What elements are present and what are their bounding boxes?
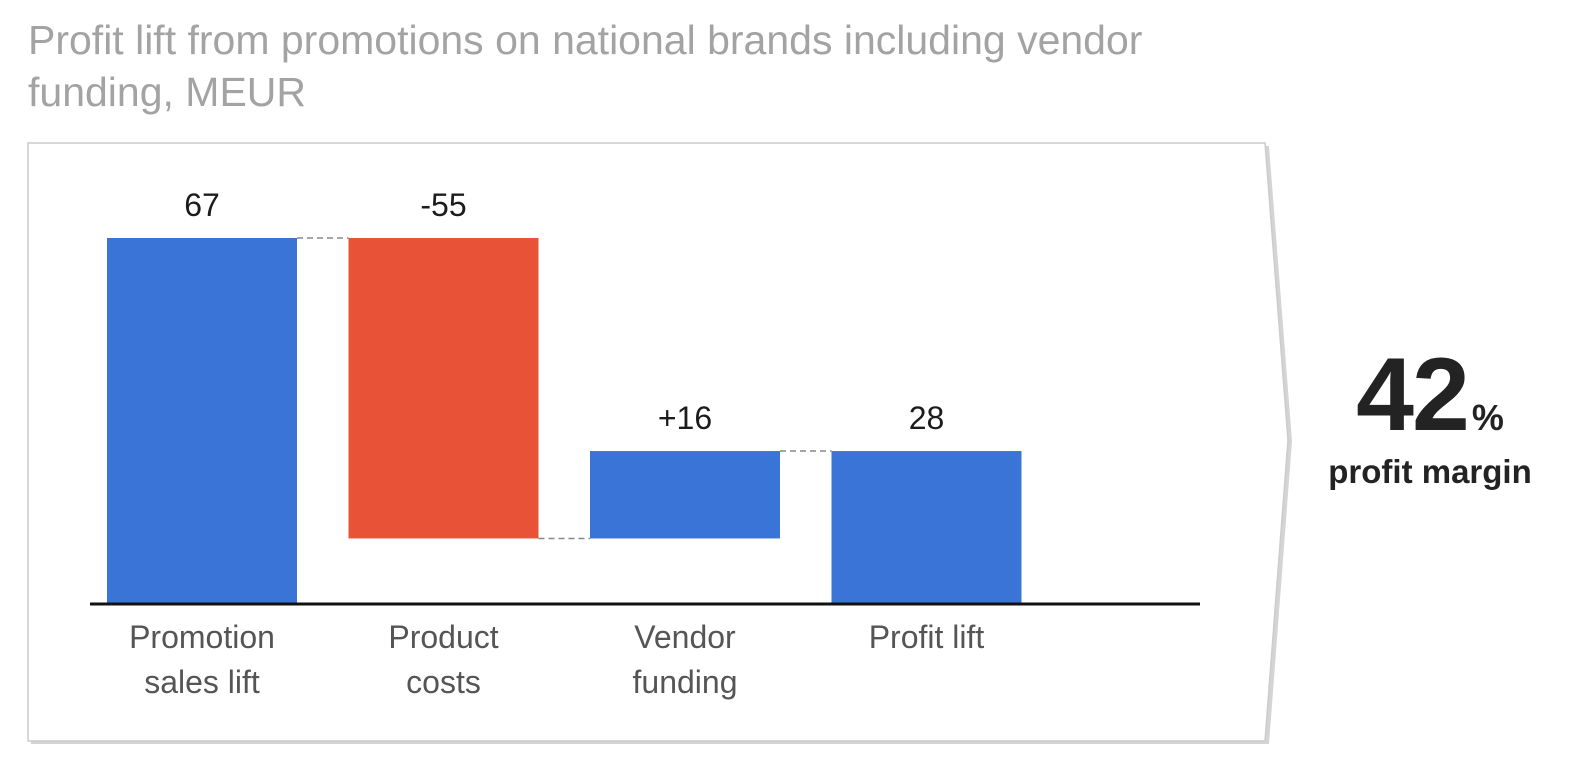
connector-lines — [297, 237, 832, 540]
category-label-4: Profit lift — [869, 619, 985, 655]
kpi-value: 42 — [1356, 337, 1470, 453]
bar-2 — [348, 238, 539, 539]
data-label-1: 67 — [184, 187, 220, 223]
chart-title: Profit lift from promotions on national … — [28, 17, 1143, 115]
category-label-2: Product costs — [388, 619, 498, 700]
category-label-3: Vendor funding — [633, 619, 738, 700]
kpi-value-row: 42 % — [1300, 340, 1560, 450]
category-labels: Promotion sales lift Product costs Vendor fun… — [129, 619, 984, 700]
kpi-label: profit margin — [1328, 453, 1532, 490]
data-label-2: -55 — [420, 187, 466, 223]
category-label-1: Promotion sales lift — [129, 619, 275, 700]
data-label-4: 28 — [909, 400, 945, 436]
bar-3 — [590, 451, 780, 539]
profit-margin-kpi: 42 % profit margin — [1300, 340, 1560, 492]
data-label-3: +16 — [658, 400, 712, 436]
bar-4 — [831, 451, 1022, 604]
bar-1 — [107, 238, 297, 604]
bars — [107, 238, 1022, 604]
data-labels: 67 -55 +16 28 — [184, 187, 944, 436]
kpi-unit: % — [1471, 397, 1504, 438]
